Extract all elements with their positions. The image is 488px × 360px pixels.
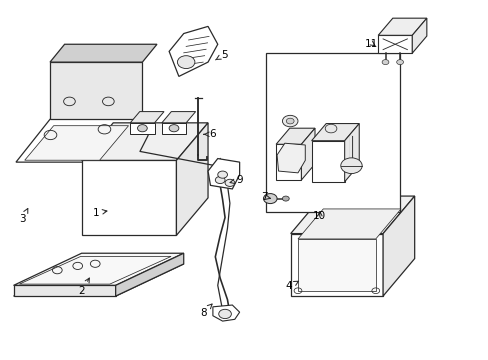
Polygon shape [382, 196, 414, 296]
Polygon shape [377, 35, 411, 53]
Polygon shape [130, 123, 154, 134]
Text: 3: 3 [19, 208, 28, 224]
Text: 4: 4 [285, 281, 298, 292]
Circle shape [396, 60, 403, 64]
Circle shape [177, 56, 195, 68]
Polygon shape [81, 160, 176, 235]
Polygon shape [297, 209, 400, 239]
Polygon shape [311, 123, 359, 141]
Polygon shape [301, 128, 314, 180]
Polygon shape [14, 253, 183, 285]
Polygon shape [20, 256, 171, 284]
Text: 2: 2 [78, 278, 89, 296]
Circle shape [215, 176, 224, 184]
Circle shape [340, 158, 362, 174]
Polygon shape [25, 126, 128, 160]
Polygon shape [377, 18, 426, 35]
Text: 10: 10 [313, 211, 326, 221]
Polygon shape [311, 141, 344, 182]
Polygon shape [162, 112, 195, 123]
Circle shape [282, 196, 288, 201]
Polygon shape [176, 123, 207, 235]
Circle shape [286, 118, 293, 124]
Polygon shape [169, 26, 217, 76]
Circle shape [217, 171, 227, 178]
Circle shape [224, 179, 234, 186]
Polygon shape [130, 112, 163, 123]
Polygon shape [50, 44, 157, 62]
Circle shape [325, 124, 336, 133]
Circle shape [381, 60, 388, 64]
Text: 7: 7 [260, 192, 270, 202]
Text: 9: 9 [229, 175, 243, 185]
Bar [266, 53, 399, 212]
Polygon shape [81, 123, 207, 160]
Polygon shape [277, 143, 305, 173]
Circle shape [169, 125, 179, 132]
Polygon shape [297, 239, 375, 291]
Polygon shape [162, 123, 186, 134]
Circle shape [218, 309, 231, 319]
Polygon shape [14, 264, 183, 296]
Circle shape [137, 125, 147, 132]
Text: 8: 8 [200, 304, 212, 318]
Polygon shape [276, 144, 301, 180]
Circle shape [282, 115, 297, 127]
Text: 5: 5 [215, 50, 227, 60]
Polygon shape [411, 18, 426, 53]
Polygon shape [290, 196, 414, 234]
Polygon shape [290, 234, 382, 296]
Polygon shape [276, 128, 314, 144]
Polygon shape [207, 158, 239, 189]
Text: 11: 11 [365, 39, 378, 49]
Polygon shape [50, 62, 142, 119]
Polygon shape [212, 305, 239, 321]
Polygon shape [344, 123, 359, 182]
Text: 1: 1 [93, 208, 107, 218]
Circle shape [263, 194, 277, 203]
Text: 6: 6 [203, 129, 216, 139]
Polygon shape [14, 285, 116, 296]
Polygon shape [16, 119, 142, 162]
Polygon shape [116, 253, 183, 296]
